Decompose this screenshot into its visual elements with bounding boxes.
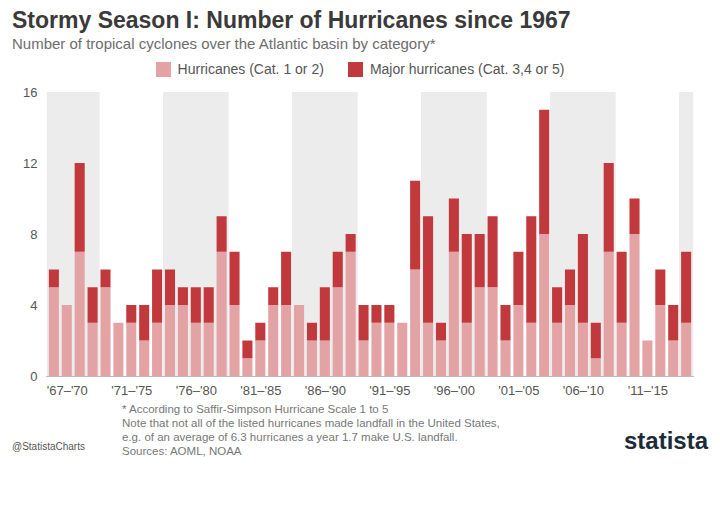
html-text:@StatistaCharts: @StatistaCharts [12, 441, 85, 452]
svg-text:'67–'70: '67–'70 [47, 383, 88, 398]
svg-text:'86–'90: '86–'90 [305, 383, 346, 398]
html-text:Note that not all of the liste: Note that not all of the listed hurrican… [122, 417, 500, 429]
svg-text:8: 8 [30, 227, 37, 242]
html-text:* According to Saffir-Simpson: * According to Saffir-Simpson Hurricane … [122, 403, 389, 415]
svg-text:0: 0 [30, 369, 37, 384]
svg-text:4: 4 [30, 298, 37, 313]
svg-text:'81–'85: '81–'85 [240, 383, 281, 398]
svg-text:'71–'75: '71–'75 [111, 383, 152, 398]
svg-text:'91–'95: '91–'95 [369, 383, 410, 398]
html-text:Major hurricanes (Cat. 3,4 or: Major hurricanes (Cat. 3,4 or 5) [369, 61, 565, 77]
svg-text:'01–'05: '01–'05 [498, 383, 539, 398]
svg-text:'76–'80: '76–'80 [176, 383, 217, 398]
html-text:Stormy Season I: Number of Hur: Stormy Season I: Number of Hurricanes si… [12, 7, 571, 33]
svg-text:'11–'15: '11–'15 [628, 383, 668, 398]
html-text:Hurricanes (Cat. 1 or 2): Hurricanes (Cat. 1 or 2) [177, 61, 324, 77]
html-text:e.g. of an average of 6.3 hurr: e.g. of an average of 6.3 hurricanes a y… [122, 431, 458, 443]
svg-text:16: 16 [23, 85, 37, 100]
svg-text:'06–'10: '06–'10 [563, 383, 604, 398]
html-text:statista: statista [624, 427, 708, 454]
html-text:Number of tropical cyclones ov: Number of tropical cyclones over the Atl… [12, 35, 436, 52]
html-text:Sources: AOML, NOAA: Sources: AOML, NOAA [122, 445, 242, 457]
svg-text:12: 12 [23, 156, 37, 171]
svg-text:'96–'00: '96–'00 [434, 383, 475, 398]
